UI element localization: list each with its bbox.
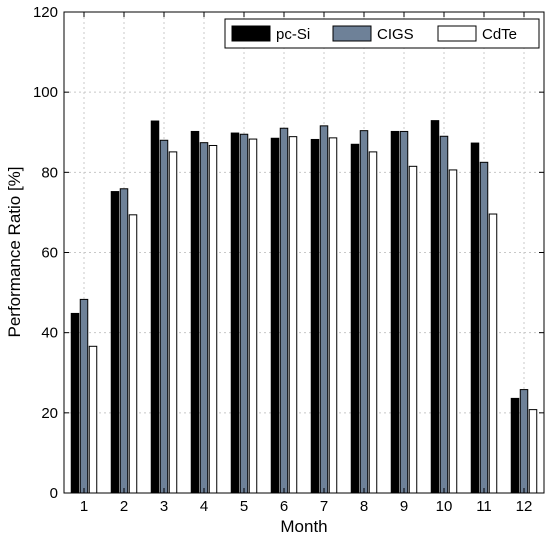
bar-cigs-month-8 — [359, 130, 369, 494]
bar-pc-si-month-6 — [270, 137, 280, 494]
bar-cdte-month-6 — [288, 136, 298, 494]
legend-label-cigs: CIGS — [377, 26, 414, 43]
legend-swatch-cdte — [437, 25, 477, 42]
bar-cdte-month-10 — [448, 169, 458, 494]
bar-pc-si-month-2 — [110, 191, 120, 494]
x-tick-label: 9 — [400, 498, 408, 515]
y-tick-label: 0 — [50, 485, 58, 502]
bar-cdte-month-2 — [128, 214, 138, 494]
y-tick-label: 80 — [41, 164, 58, 181]
x-tick-label: 6 — [280, 498, 288, 515]
legend-box — [224, 18, 540, 49]
bar-cigs-month-2 — [119, 188, 129, 494]
bar-cigs-month-4 — [199, 142, 209, 494]
legend-label-cdte: CdTe — [482, 26, 517, 43]
bar-pc-si-month-10 — [430, 120, 440, 494]
bar-cdte-month-11 — [488, 213, 498, 494]
x-tick-label: 2 — [120, 498, 128, 515]
bar-cigs-month-9 — [399, 130, 409, 494]
bar-cigs-month-5 — [239, 133, 249, 494]
bar-cdte-month-12 — [528, 409, 538, 494]
bar-cigs-month-6 — [279, 127, 289, 494]
bar-cdte-month-8 — [368, 151, 378, 494]
bar-cigs-month-12 — [519, 389, 529, 494]
bar-cdte-month-4 — [208, 144, 218, 494]
bar-pc-si-month-5 — [230, 132, 240, 494]
x-tick-label: 8 — [360, 498, 368, 515]
x-tick-label: 10 — [436, 498, 453, 515]
bar-cigs-month-11 — [479, 161, 489, 494]
x-tick-label: 7 — [320, 498, 328, 515]
x-tick-label: 11 — [476, 498, 492, 515]
x-tick-label: 3 — [160, 498, 168, 515]
legend-swatch-cigs — [332, 25, 372, 42]
bar-pc-si-month-1 — [70, 312, 80, 494]
y-axis-label: Performance Ratio [%] — [5, 166, 24, 337]
y-tick-label: 20 — [41, 405, 58, 422]
bar-cigs-month-3 — [159, 139, 169, 494]
bar-cigs-month-7 — [319, 125, 329, 494]
bar-pc-si-month-12 — [510, 397, 520, 494]
bar-pc-si-month-3 — [150, 120, 160, 494]
bar-pc-si-month-8 — [350, 143, 360, 494]
x-axis-label: Month — [280, 517, 327, 536]
legend-label-pc-si: pc-Si — [276, 26, 310, 43]
x-axis-ticks: 1 2 3 4 5 6 7 8 9 10 11 12 — [80, 12, 533, 515]
bar-cdte-month-3 — [168, 151, 178, 494]
y-tick-label: 100 — [33, 84, 58, 101]
legend: pc-Si CIGS CdTe — [224, 18, 540, 49]
y-tick-label: 40 — [41, 325, 58, 342]
bar-cdte-month-5 — [248, 138, 258, 494]
y-axis-ticks: 0 20 40 60 80 100 120 — [33, 4, 544, 502]
bar-cigs-month-10 — [439, 135, 449, 494]
bar-pc-si-month-11 — [470, 142, 480, 494]
y-tick-label: 120 — [33, 4, 58, 21]
bar-pc-si-month-9 — [390, 130, 400, 494]
bars — [70, 120, 538, 494]
bar-cdte-month-9 — [408, 165, 418, 494]
bar-cdte-month-1 — [88, 345, 98, 494]
x-tick-label: 4 — [200, 498, 208, 515]
y-tick-label: 60 — [41, 245, 58, 262]
x-tick-label: 1 — [80, 498, 88, 515]
bar-pc-si-month-7 — [310, 138, 320, 494]
x-tick-label: 12 — [516, 498, 533, 515]
legend-swatch-pc-si — [231, 25, 271, 42]
bar-pc-si-month-4 — [190, 130, 200, 494]
x-tick-label: 5 — [240, 498, 248, 515]
bar-cigs-month-1 — [79, 298, 89, 494]
bar-cdte-month-7 — [328, 137, 338, 494]
